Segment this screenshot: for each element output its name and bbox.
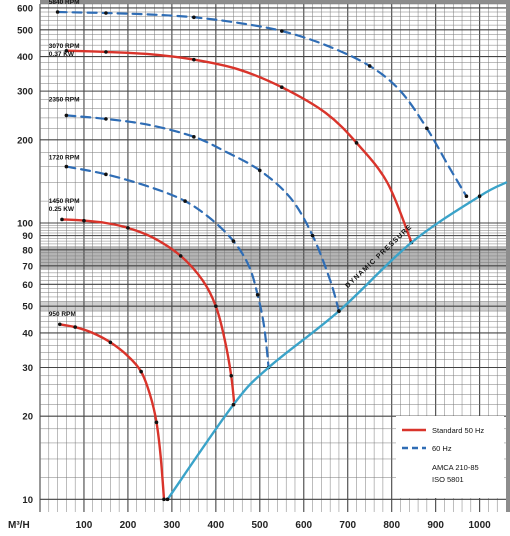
series-line-3 bbox=[65, 165, 270, 369]
legend: Standard 50 Hz 60 Hz AMCA 210-85 ISO 580… bbox=[396, 416, 504, 498]
x-tick-label: 600 bbox=[295, 520, 312, 531]
x-axis-label: M³/H bbox=[8, 520, 30, 531]
tick-labels: 100 200 300 400 500 600 700 800 900 1000 10 20 30 40 5… bbox=[17, 3, 491, 531]
x-tick-label: 500 bbox=[251, 520, 268, 531]
series-point bbox=[108, 340, 113, 345]
series-line-2 bbox=[65, 114, 340, 313]
curve-label-kw-4: 0.25 KW bbox=[49, 206, 75, 213]
x-tick-label: 400 bbox=[208, 520, 225, 531]
curve-label-4: 1450 RPM bbox=[49, 198, 80, 205]
series-point bbox=[162, 497, 166, 502]
y-tick-label: 50 bbox=[22, 302, 33, 313]
series-point bbox=[139, 369, 143, 374]
series-point bbox=[57, 322, 62, 327]
series-point bbox=[231, 402, 236, 407]
curve-label-2: 2350 RPM bbox=[49, 97, 80, 104]
legend-label-50hz: Standard 50 Hz bbox=[432, 426, 484, 435]
x-tick-label: 700 bbox=[339, 520, 356, 531]
curve-label-3: 1720 RPM bbox=[49, 154, 80, 161]
series-point bbox=[104, 172, 108, 177]
series-layer bbox=[55, 10, 508, 502]
y-tick-label: 60 bbox=[22, 280, 33, 291]
y-tick-label: 20 bbox=[22, 412, 33, 423]
series-point bbox=[73, 325, 77, 329]
axis-strip-left bbox=[0, 0, 40, 536]
y-tick-label: 400 bbox=[17, 52, 33, 63]
x-tick-label: 300 bbox=[164, 520, 181, 531]
series-point bbox=[337, 309, 341, 313]
series-point bbox=[154, 420, 159, 425]
legend-label-amca: AMCA 210-85 bbox=[432, 463, 479, 472]
y-tick-label: 600 bbox=[17, 3, 33, 14]
series-point bbox=[82, 218, 86, 223]
x-tick-label: 200 bbox=[120, 520, 137, 531]
series-point bbox=[477, 194, 482, 199]
y-tick-label: 300 bbox=[17, 87, 33, 98]
y-tick-label: 90 bbox=[22, 231, 33, 242]
legend-label-60hz: 60 Hz bbox=[432, 444, 452, 453]
series-point bbox=[64, 113, 69, 118]
series-line-1 bbox=[65, 49, 413, 244]
series-point bbox=[104, 11, 108, 15]
y-tick-label: 100 bbox=[17, 218, 33, 229]
y-tick-label: 10 bbox=[22, 495, 33, 506]
y-tick-label: 70 bbox=[22, 261, 33, 272]
series-point bbox=[60, 217, 64, 222]
x-tick-label: 1000 bbox=[468, 520, 491, 531]
x-tick-label: 100 bbox=[76, 520, 93, 531]
series-line-0 bbox=[56, 10, 468, 198]
y-tick-label: 40 bbox=[22, 328, 33, 339]
series-point bbox=[464, 194, 469, 199]
series-point bbox=[310, 233, 315, 238]
series-point bbox=[192, 135, 196, 139]
series-point bbox=[214, 304, 218, 308]
series-point bbox=[425, 126, 429, 131]
series-point bbox=[104, 117, 108, 121]
series-point bbox=[279, 29, 284, 33]
series-point bbox=[104, 50, 108, 54]
series-point bbox=[126, 226, 130, 230]
series-point bbox=[354, 141, 359, 145]
y-tick-label: 30 bbox=[22, 363, 33, 374]
series-point bbox=[165, 497, 170, 502]
series-point bbox=[178, 254, 183, 258]
curve-label-0: 5840 RPM bbox=[49, 0, 80, 6]
curve-label-kw-1: 0.37 KW bbox=[49, 51, 75, 58]
y-tick-label: 500 bbox=[17, 25, 33, 36]
series-point bbox=[367, 64, 372, 68]
series-point bbox=[192, 57, 196, 62]
y-tick-label: 200 bbox=[17, 135, 33, 146]
series-point bbox=[64, 164, 69, 169]
series-point bbox=[64, 48, 69, 53]
curve-label-1: 3070 RPM bbox=[49, 43, 80, 50]
series-point bbox=[231, 239, 236, 243]
series-point bbox=[258, 168, 262, 173]
series-point bbox=[55, 10, 60, 14]
series-point bbox=[279, 85, 284, 89]
x-tick-label: 800 bbox=[383, 520, 400, 531]
x-tick-label: 900 bbox=[427, 520, 444, 531]
series-point bbox=[229, 373, 234, 378]
series-point bbox=[192, 15, 196, 20]
legend-label-iso: ISO 5801 bbox=[432, 475, 464, 484]
curve-label-5: 950 RPM bbox=[49, 311, 76, 318]
series-point bbox=[183, 199, 187, 203]
series-point bbox=[255, 292, 260, 297]
axis-strip-bottom bbox=[0, 512, 510, 536]
y-tick-label: 80 bbox=[22, 245, 33, 256]
series-line-5 bbox=[58, 323, 166, 501]
